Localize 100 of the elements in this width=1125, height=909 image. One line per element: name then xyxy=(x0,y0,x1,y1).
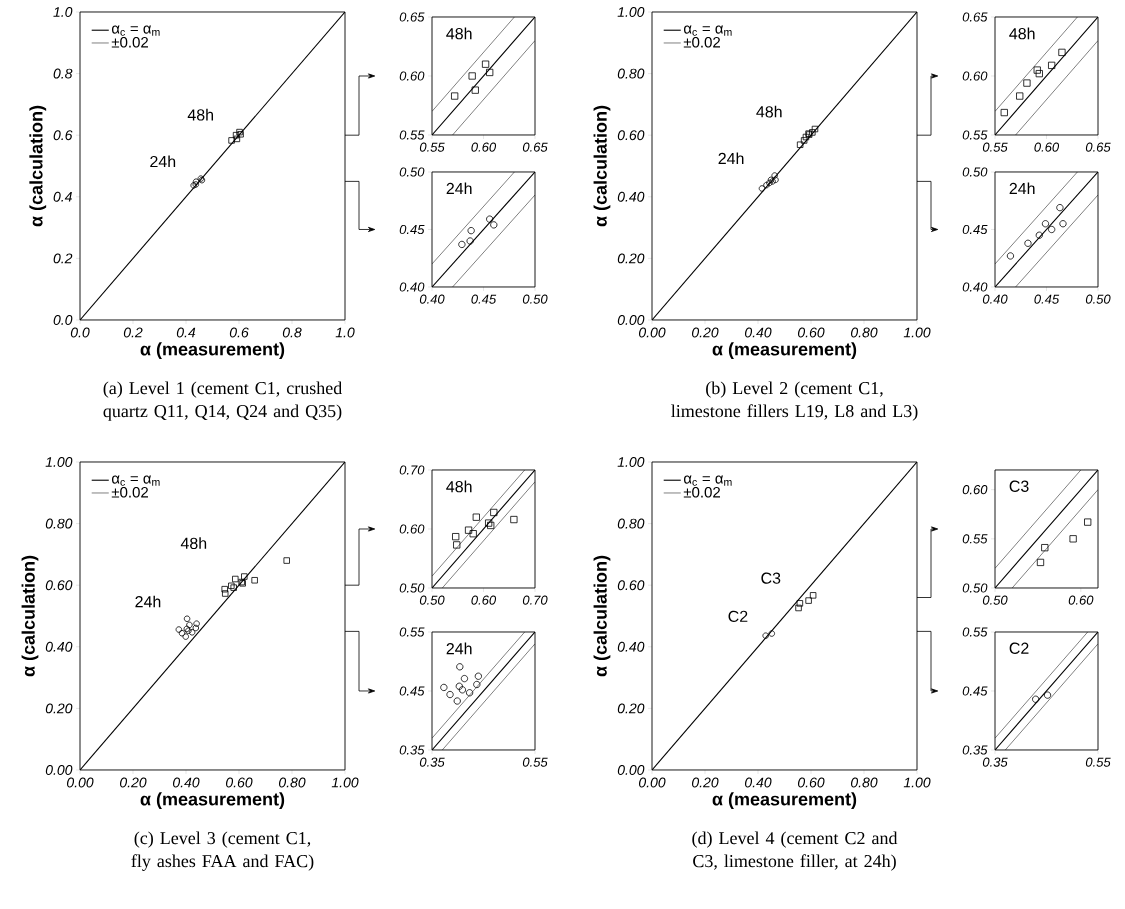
y-tick-label: 0.6 xyxy=(53,130,73,141)
point xyxy=(795,604,802,612)
x-tick-label: 0.55 xyxy=(419,142,445,152)
point xyxy=(251,577,258,584)
annotation: 24h xyxy=(150,155,176,168)
point xyxy=(763,181,770,189)
x-tick-label: 0.50 xyxy=(982,595,1008,605)
y-tick-label: 1.00 xyxy=(45,457,73,467)
x-tick-label: 0.55 xyxy=(522,757,548,767)
x-tick-label: 0.60 xyxy=(471,142,497,152)
point xyxy=(796,600,804,607)
point xyxy=(232,131,240,139)
y-tick-label: 0.45 xyxy=(962,224,988,235)
point xyxy=(192,178,200,185)
annotation: 48h xyxy=(756,105,782,118)
y-tick-label: 0.2 xyxy=(53,253,73,264)
x-axis-title: α (measurement) xyxy=(712,342,857,360)
y-tick-label: 0.00 xyxy=(617,315,645,325)
y-tick-label: 0.4 xyxy=(53,191,72,202)
y-tick-label: 0.55 xyxy=(399,627,425,637)
y-tick-label: 0.80 xyxy=(45,518,73,529)
point xyxy=(455,682,463,690)
x-tick-label: 0.4 xyxy=(176,327,196,338)
y-tick-label: 0.50 xyxy=(962,167,988,177)
point xyxy=(467,227,475,235)
y-tick-label: 0.8 xyxy=(53,68,73,79)
x-tick-label: 1.00 xyxy=(903,777,931,788)
point xyxy=(800,137,808,144)
point xyxy=(1041,544,1049,552)
point xyxy=(186,621,193,629)
y-axis-title: α (calculation) xyxy=(593,555,611,677)
x-tick-label: 0.45 xyxy=(1034,294,1060,304)
x-tick-label: 0.55 xyxy=(982,142,1008,152)
annotation: 48h xyxy=(446,27,472,40)
y-tick-label: 0.45 xyxy=(399,686,425,696)
x-tick-label: 0.20 xyxy=(119,777,147,788)
x-tick-label: 0.80 xyxy=(278,777,306,788)
x-tick-label: 0.60 xyxy=(471,595,497,605)
point xyxy=(473,680,481,689)
y-tick-label: 0.35 xyxy=(399,745,425,755)
x-tick-label: 0.40 xyxy=(744,777,772,788)
point xyxy=(758,185,766,192)
y-tick-label: 0.50 xyxy=(962,583,988,593)
text: (d) Level 4 (cement C2 and C3, limestone filler, at 24h) xyxy=(692,831,898,871)
y-tick-label: 0.20 xyxy=(45,703,73,714)
x-tick-label: 0.00 xyxy=(638,777,666,788)
point xyxy=(1059,220,1067,228)
x-tick-label: 0.65 xyxy=(522,142,548,152)
point xyxy=(481,60,490,68)
y-tick-label: 0.00 xyxy=(617,765,645,775)
y-tick-label: 0.60 xyxy=(962,71,988,81)
point xyxy=(809,592,817,599)
x-tick-label: 1.00 xyxy=(903,327,931,338)
point xyxy=(237,131,244,138)
y-tick-label: 0.40 xyxy=(617,641,645,652)
x-tick-label: 0.8 xyxy=(282,327,302,338)
y-tick-label: 0.50 xyxy=(399,583,425,593)
y-tick-label: 0.00 xyxy=(45,765,73,775)
annotation: C2 xyxy=(1009,642,1029,654)
point xyxy=(485,519,493,527)
y-tick-label: 0.40 xyxy=(962,282,988,292)
text: (a) Level 1 (cement C1, crushed quartz Q11, Q14, Q24 and Q35) xyxy=(103,381,343,421)
point xyxy=(1024,239,1032,247)
y-tick-label: 0.60 xyxy=(399,524,425,534)
x-tick-label: 0.6 xyxy=(229,327,249,338)
point xyxy=(228,137,235,144)
y-tick-label: 0.40 xyxy=(617,191,645,202)
point xyxy=(1048,61,1056,69)
point xyxy=(1058,48,1066,56)
annotation: 48h xyxy=(180,537,207,550)
point xyxy=(233,135,241,143)
x-tick-label: 0.50 xyxy=(1085,294,1111,304)
point xyxy=(1056,204,1064,212)
point xyxy=(466,237,474,245)
x-tick-label: 0.50 xyxy=(522,294,548,304)
point xyxy=(1069,535,1077,543)
x-tick-label: 0.60 xyxy=(225,777,253,788)
point xyxy=(453,541,461,549)
y-tick-label: 1.0 xyxy=(53,7,73,17)
y-axis-title: α (calculation) xyxy=(21,555,39,677)
x-tick-label: 0.40 xyxy=(172,777,200,788)
point xyxy=(193,620,200,627)
y-tick-label: 0.45 xyxy=(962,686,988,696)
legend-label: α$_{c}$ = α$_{m}$ xyxy=(683,475,732,486)
point xyxy=(283,557,290,564)
x-tick-label: 0.2 xyxy=(123,327,143,338)
y-tick-label: 0.80 xyxy=(617,68,645,79)
point xyxy=(474,672,482,680)
y-tick-label: 1.00 xyxy=(617,7,645,17)
legend-label: α$_{c}$ = α$_{m}$ xyxy=(111,25,160,36)
point xyxy=(1036,558,1045,567)
point xyxy=(1035,70,1043,78)
y-tick-label: 0.20 xyxy=(617,253,645,264)
point xyxy=(486,215,494,223)
legend-label: ±0.02 xyxy=(683,486,720,498)
point xyxy=(469,530,477,538)
x-tick-label: 0.0 xyxy=(70,327,90,338)
legend-label: α$_{c}$ = α$_{m}$ xyxy=(683,25,732,36)
legend-label: ±0.02 xyxy=(111,36,148,48)
x-tick-label: 0.50 xyxy=(419,595,445,605)
